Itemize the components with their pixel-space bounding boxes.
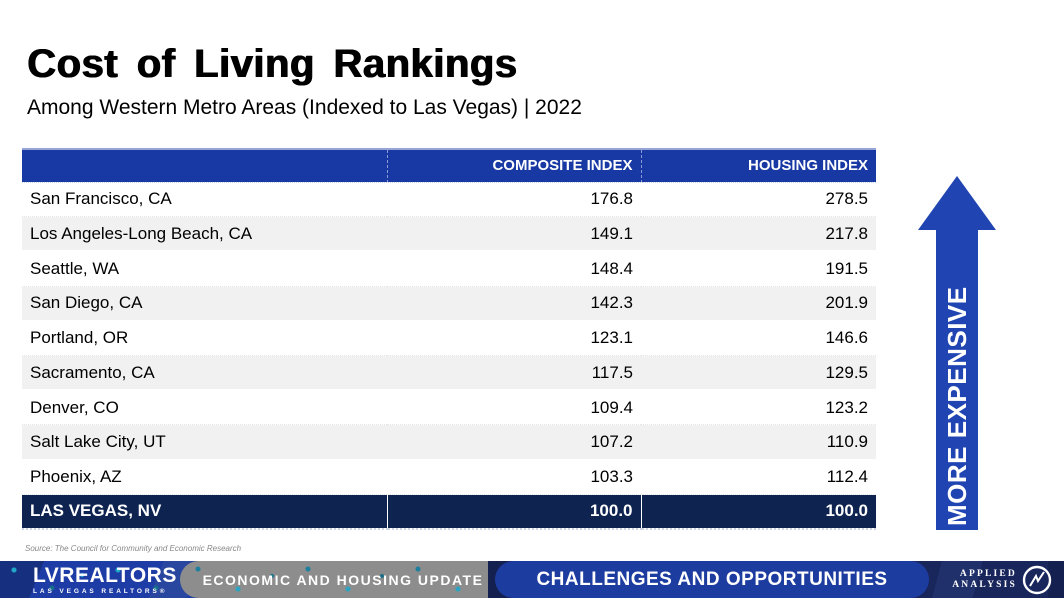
applied-analysis-chart-icon <box>1022 565 1052 594</box>
metro-cell: Seattle, WA <box>22 251 387 287</box>
economic-housing-update-label: ECONOMIC AND HOUSING UPDATE <box>202 571 484 588</box>
housing-cell: 201.9 <box>641 286 876 322</box>
metro-cell: Los Angeles-Long Beach, CA <box>22 216 387 253</box>
housing-cell: 217.8 <box>641 216 876 253</box>
metro-cell: Salt Lake City, UT <box>22 424 387 461</box>
lvrealtors-wordmark: LVREALTORS <box>33 564 177 587</box>
footer-bar: ECONOMIC AND HOUSING UPDATE CHALLENGES A… <box>0 561 1064 598</box>
metro-cell: San Diego, CA <box>22 286 387 322</box>
composite-cell: 176.8 <box>387 182 641 218</box>
composite-cell: 117.5 <box>387 355 641 392</box>
header-housing-index: HOUSING INDEX <box>640 148 876 183</box>
challenges-opportunities-pill: CHALLENGES AND OPPORTUNITIES <box>495 561 929 598</box>
metro-cell: Sacramento, CA <box>22 355 387 392</box>
applied-analysis-line1: APPLIED <box>959 569 1017 579</box>
page-title: Cost of Living Rankings <box>27 42 518 86</box>
metro-cell: Denver, CO <box>22 390 387 426</box>
housing-cell: 129.5 <box>641 355 876 392</box>
metro-cell: Phoenix, AZ <box>22 459 387 495</box>
lvrealtors-logo: LVREALTORS LAS VEGAS REALTORS® <box>33 565 177 595</box>
composite-cell: 103.3 <box>387 459 641 495</box>
composite-cell: 100.0 <box>386 493 641 530</box>
table-row: Seattle, WA 148.4 191.5 <box>22 251 876 287</box>
table-row: San Diego, CA 142.3 201.9 <box>22 286 876 322</box>
table-row: San Francisco, CA 176.8 278.5 <box>22 182 876 218</box>
composite-cell: 148.4 <box>387 251 641 287</box>
header-composite-index: COMPOSITE INDEX <box>386 148 641 183</box>
housing-cell: 112.4 <box>641 459 876 495</box>
housing-cell: 278.5 <box>641 182 876 218</box>
composite-cell: 109.4 <box>387 390 641 426</box>
page-subtitle: Among Western Metro Areas (Indexed to La… <box>27 96 582 119</box>
header-metro <box>22 148 387 183</box>
up-arrow <box>918 176 996 530</box>
table-row: Sacramento, CA 117.5 129.5 <box>22 355 876 392</box>
challenges-opportunities-label: CHALLENGES AND OPPORTUNITIES <box>536 568 888 590</box>
housing-cell: 191.5 <box>641 251 876 287</box>
table-row: Portland, OR 123.1 146.6 <box>22 320 876 356</box>
composite-cell: 149.1 <box>387 216 641 253</box>
lvrealtors-tagline: LAS VEGAS REALTORS® <box>33 588 168 595</box>
cost-of-living-table: COMPOSITE INDEX HOUSING INDEX San Franci… <box>22 148 876 530</box>
housing-cell: 146.6 <box>641 320 876 356</box>
metro-cell: San Francisco, CA <box>22 182 387 218</box>
more-expensive-label: MORE EXPENSIVE <box>942 286 972 526</box>
applied-analysis-logo: APPLIED ANALYSIS <box>952 561 1052 598</box>
table-row: Phoenix, AZ 103.3 112.4 <box>22 459 876 495</box>
applied-analysis-line2: ANALYSIS <box>952 579 1017 590</box>
table-body: San Francisco, CA 176.8 278.5 Los Angele… <box>22 182 876 530</box>
table-row: Los Angeles-Long Beach, CA 149.1 217.8 <box>22 216 876 253</box>
metro-cell: Portland, OR <box>22 320 387 356</box>
table-header-row: COMPOSITE INDEX HOUSING INDEX <box>22 148 876 183</box>
economic-housing-update-pill: ECONOMIC AND HOUSING UPDATE <box>180 561 506 598</box>
composite-cell: 123.1 <box>387 320 641 356</box>
housing-cell: 123.2 <box>641 390 876 426</box>
source-note: Source: The Council for Community and Ec… <box>25 544 242 553</box>
table-row: Denver, CO 109.4 123.2 <box>22 390 876 426</box>
housing-cell: 100.0 <box>640 493 876 530</box>
composite-cell: 142.3 <box>387 286 641 322</box>
metro-cell: LAS VEGAS, NV <box>22 493 387 530</box>
table-row: LAS VEGAS, NV 100.0 100.0 <box>22 493 876 530</box>
table-row: Salt Lake City, UT 107.2 110.9 <box>22 424 876 461</box>
housing-cell: 110.9 <box>641 424 876 461</box>
composite-cell: 107.2 <box>387 424 641 461</box>
